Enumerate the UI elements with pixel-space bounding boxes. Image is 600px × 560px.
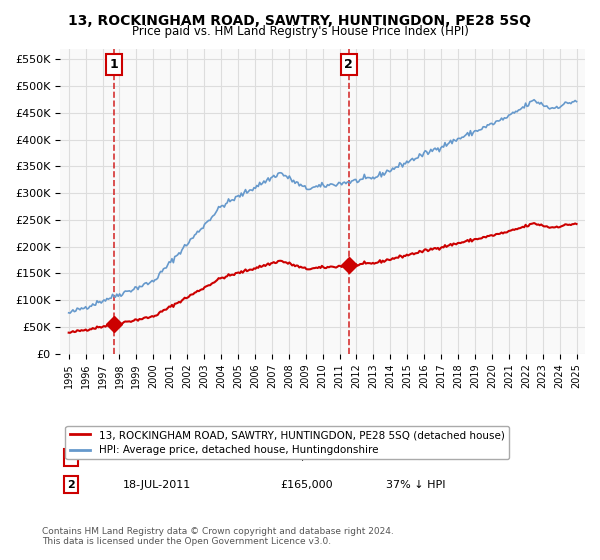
Legend: 13, ROCKINGHAM ROAD, SAWTRY, HUNTINGDON, PE28 5SQ (detached house), HPI: Average: 13, ROCKINGHAM ROAD, SAWTRY, HUNTINGDON,…: [65, 426, 509, 459]
Text: £54,950: £54,950: [281, 452, 326, 463]
Text: £165,000: £165,000: [281, 480, 333, 490]
Text: Price paid vs. HM Land Registry's House Price Index (HPI): Price paid vs. HM Land Registry's House …: [131, 25, 469, 38]
Text: 1: 1: [110, 58, 119, 71]
Text: Contains HM Land Registry data © Crown copyright and database right 2024.
This d: Contains HM Land Registry data © Crown c…: [42, 526, 394, 546]
Text: 37% ↓ HPI: 37% ↓ HPI: [386, 480, 445, 490]
Text: 2: 2: [344, 58, 353, 71]
Text: 2: 2: [67, 480, 74, 490]
Text: 42% ↓ HPI: 42% ↓ HPI: [386, 452, 445, 463]
Text: 18-JUL-2011: 18-JUL-2011: [123, 480, 191, 490]
Text: 08-SEP-1997: 08-SEP-1997: [123, 452, 194, 463]
Text: 1: 1: [67, 452, 74, 463]
Text: 13, ROCKINGHAM ROAD, SAWTRY, HUNTINGDON, PE28 5SQ: 13, ROCKINGHAM ROAD, SAWTRY, HUNTINGDON,…: [68, 14, 532, 28]
